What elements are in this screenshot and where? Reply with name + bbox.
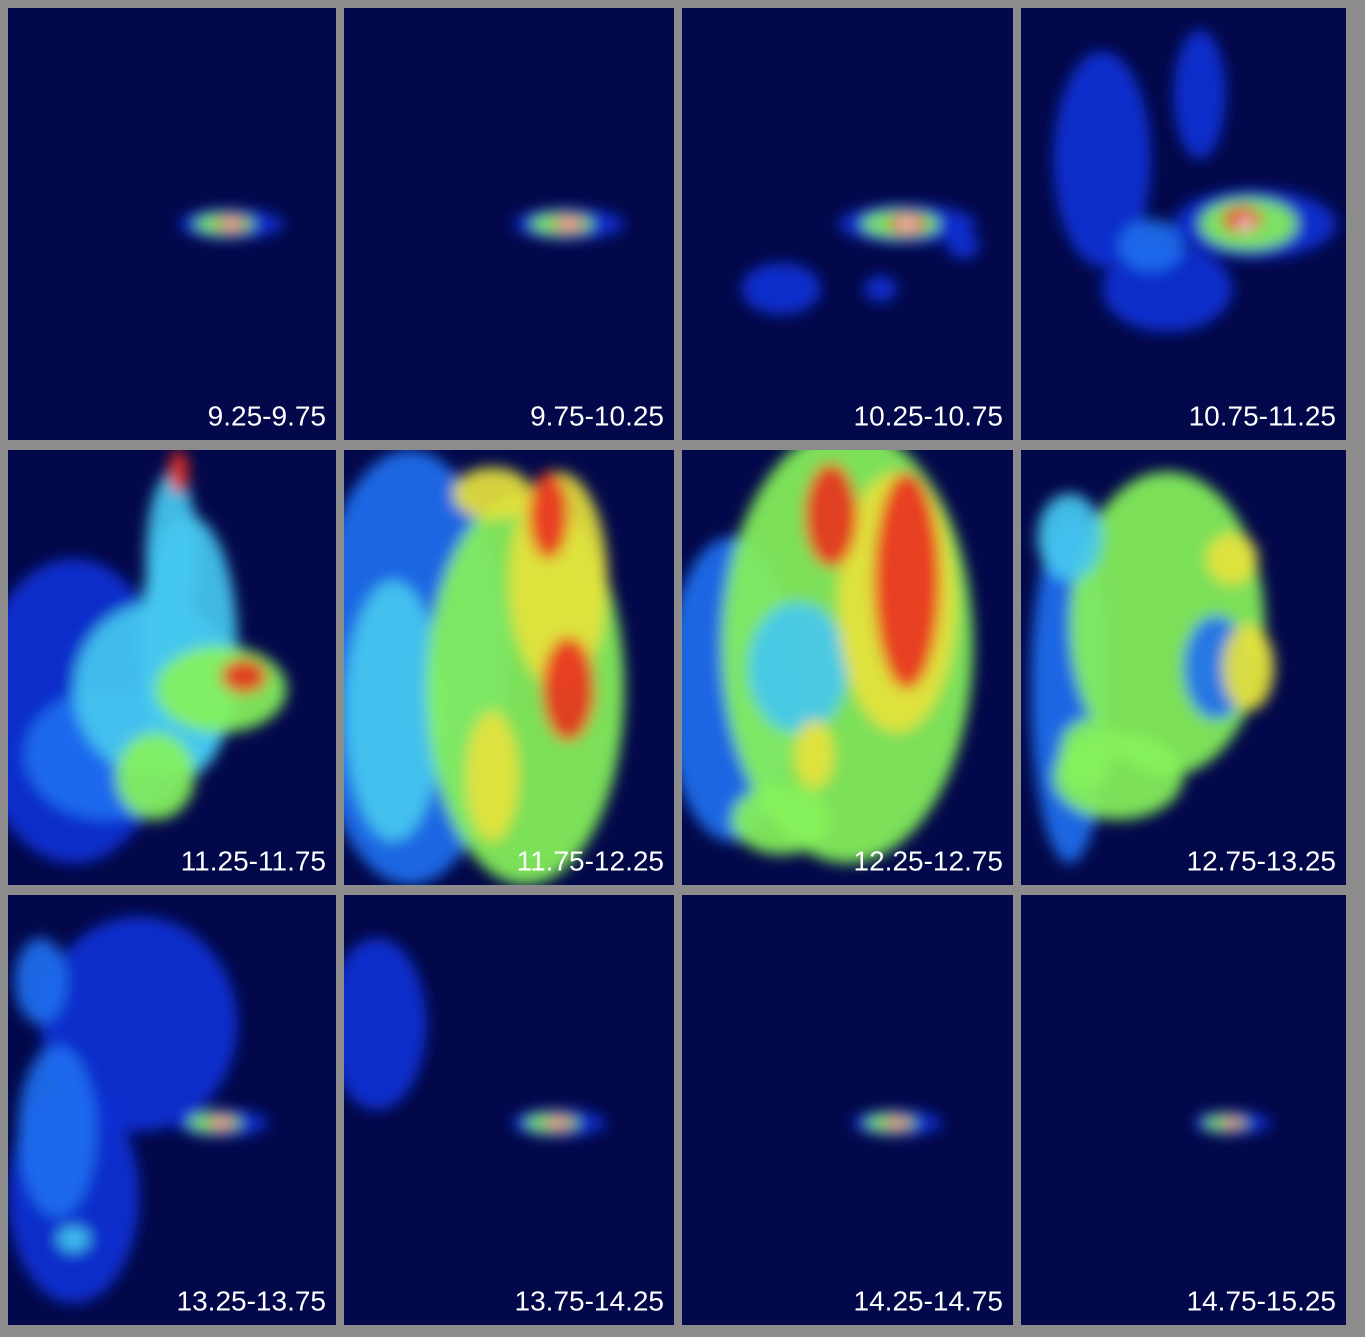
- intensity-region: [1222, 624, 1275, 711]
- intensity-region: [542, 637, 595, 742]
- intensity-map: [1030, 471, 1275, 864]
- intensity-region: [794, 719, 835, 790]
- image-panel: 11.75-12.25: [344, 450, 674, 885]
- image-panel: 13.75-14.25: [344, 895, 674, 1325]
- image-panel: 9.75-10.25: [344, 8, 674, 440]
- intensity-region: [741, 262, 822, 315]
- intensity-region: [731, 784, 831, 855]
- panel-label: 12.25-12.75: [854, 845, 1003, 876]
- intensity-region: [554, 1119, 563, 1127]
- intensity-region: [1118, 219, 1184, 272]
- intensity-map: [1053, 29, 1337, 332]
- intensity-map: [344, 938, 607, 1137]
- intensity-region: [168, 450, 189, 494]
- intensity-region: [1053, 51, 1151, 268]
- intensity-region: [1060, 719, 1112, 790]
- intensity-region: [344, 580, 443, 842]
- intensity-region: [1037, 493, 1103, 581]
- image-panel: 10.25-10.75: [682, 8, 1013, 440]
- intensity-region: [221, 658, 268, 694]
- intensity-region: [14, 938, 68, 1024]
- intensity-map: [741, 204, 980, 315]
- intensity-region: [900, 218, 914, 230]
- intensity-region: [344, 938, 427, 1110]
- image-panel: 14.25-14.75: [682, 895, 1013, 1325]
- panel-background: [8, 8, 336, 440]
- intensity-map: [178, 208, 284, 240]
- panel-label: 13.25-13.75: [177, 1285, 326, 1316]
- intensity-region: [528, 471, 569, 559]
- intensity-region: [216, 1119, 226, 1127]
- intensity-map: [344, 450, 625, 885]
- intensity-map: [682, 450, 974, 864]
- intensity-region: [466, 711, 519, 842]
- panel-label: 11.75-12.25: [517, 845, 664, 876]
- intensity-region: [1238, 218, 1252, 230]
- panel-label: 9.75-10.25: [530, 400, 664, 431]
- intensity-region: [1173, 29, 1226, 160]
- intensity-region: [1206, 532, 1259, 585]
- panel-label: 9.25-9.75: [208, 400, 326, 431]
- panel-label: 12.75-13.25: [1187, 845, 1336, 876]
- intensity-map: [852, 1110, 943, 1136]
- panel-label: 13.75-14.25: [515, 1285, 664, 1316]
- image-panel: 13.25-13.75: [8, 895, 336, 1325]
- image-panel: 14.75-15.25: [1021, 895, 1346, 1325]
- intensity-map: [8, 450, 287, 864]
- image-panel: 12.75-13.25: [1021, 450, 1346, 885]
- intensity-region: [864, 275, 898, 302]
- intensity-region: [804, 463, 858, 568]
- panel-label: 14.25-14.75: [854, 1285, 1003, 1316]
- panel-label: 11.25-11.75: [181, 845, 326, 876]
- intensity-region: [40, 916, 238, 1132]
- intensity-region: [946, 232, 980, 259]
- intensity-region: [57, 1226, 90, 1252]
- intensity-map: [1193, 1111, 1272, 1135]
- intensity-region: [892, 1119, 902, 1127]
- intensity-region: [563, 219, 574, 229]
- intensity-region: [1228, 1119, 1236, 1126]
- image-panel: 11.25-11.75: [8, 450, 336, 885]
- panel-background: [344, 8, 674, 440]
- intensity-region: [116, 732, 195, 820]
- intensity-region: [873, 471, 941, 690]
- panel-label: 10.25-10.75: [854, 400, 1003, 431]
- intensity-region: [145, 471, 199, 646]
- panel-background: [1021, 895, 1346, 1325]
- panel-label: 14.75-15.25: [1187, 1285, 1336, 1316]
- image-panel: 10.75-11.25: [1021, 8, 1346, 440]
- intensity-region: [155, 645, 287, 733]
- panel-background: [682, 895, 1013, 1325]
- image-panel: 9.25-9.75: [8, 8, 336, 440]
- intensity-region: [17, 1045, 97, 1218]
- intensity-region: [452, 467, 533, 520]
- intensity-map: [512, 208, 624, 240]
- intensity-region: [226, 220, 236, 228]
- intensity-region: [748, 602, 848, 733]
- intensity-map: [8, 916, 269, 1304]
- image-panel: 12.25-12.75: [682, 450, 1013, 885]
- panel-label: 10.75-11.25: [1189, 400, 1336, 431]
